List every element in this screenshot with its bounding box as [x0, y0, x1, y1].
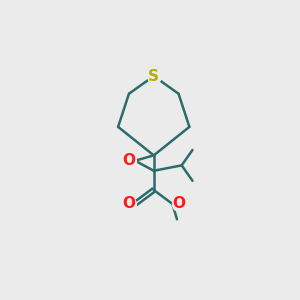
Text: O: O: [172, 196, 185, 211]
Text: S: S: [148, 68, 159, 83]
Text: O: O: [122, 196, 136, 211]
Text: O: O: [122, 153, 136, 168]
